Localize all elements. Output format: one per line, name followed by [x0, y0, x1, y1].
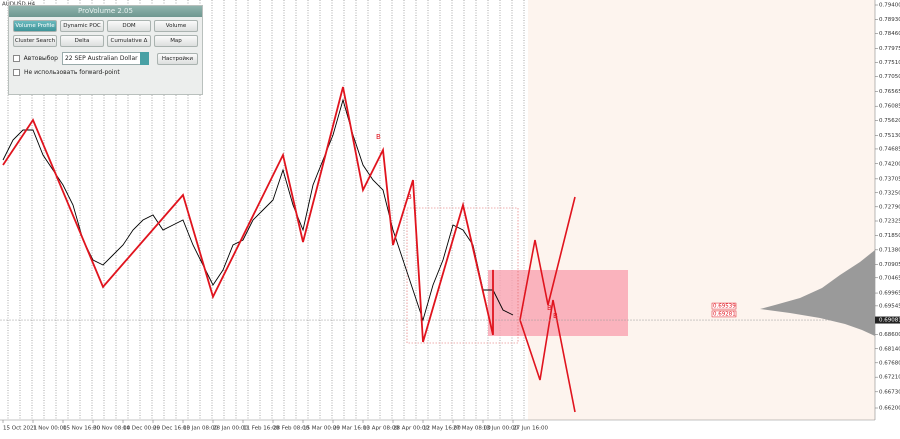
y-tick-label: 0.70465 — [879, 275, 900, 281]
y-tick-label: 0.77975 — [879, 46, 900, 52]
panel-title: ProVolume 2.05 — [9, 6, 202, 17]
price-axis-bg — [875, 0, 900, 435]
y-tick-label: 0.72325 — [879, 219, 900, 225]
y-tick-label: 0.73250 — [879, 190, 900, 196]
button[interactable]: Volume — [154, 20, 198, 32]
projection — [519, 196, 576, 321]
x-tick-label: 30 Nov 08:00 — [93, 426, 131, 432]
instrument-row: Автовыбор 22 SEP Australian Dollar Настр… — [9, 50, 202, 67]
y-tick-label: 0.78460 — [879, 31, 900, 37]
x-tick-label: 15 Oct 2021 — [3, 426, 37, 432]
provolume-panel: ProVolume 2.05 Volume Profile Dynamic PO… — [8, 5, 203, 95]
y-tick-label: 0.69965 — [879, 291, 900, 297]
x-tick-label: 12 May 16:00 — [423, 426, 461, 432]
y-tick-label: 0.67680 — [879, 360, 900, 366]
price-tag-bg — [711, 302, 737, 310]
y-tick-label: 0.74200 — [879, 161, 900, 167]
y-tick-label: 0.66730 — [879, 389, 900, 395]
x-tick-label: 28 Jan 00:00 — [213, 426, 248, 432]
zigzag — [2, 86, 494, 343]
button[interactable]: Cluster Search — [13, 35, 57, 47]
y-tick-label: 0.70905 — [879, 262, 900, 268]
auto-select: Автовыбор — [23, 55, 58, 62]
symbol: AUDUSD,H4 — [2, 2, 36, 8]
no-forward: Не использовать forward-point — [24, 69, 120, 76]
wave-label: B — [553, 312, 558, 320]
button-grid: Volume Profile Dynamic POC DOM Volume Cl… — [9, 17, 202, 50]
y-tick-label: 0.69545 — [879, 303, 900, 309]
y-tick-label: 0.71380 — [879, 247, 900, 253]
x-tick-label: 27 Jun 16:00 — [513, 426, 548, 432]
x-tick-label: 15 Mar 00:00 — [303, 426, 340, 432]
x-tick-label: 28 Feb 08:00 — [273, 426, 310, 432]
wave-label: B — [547, 304, 552, 312]
x-tick-label: 1 Nov 00:00 — [33, 426, 67, 432]
checkbox[interactable] — [13, 69, 20, 76]
x-tick-label: 29 Dec 16:00 — [153, 426, 190, 432]
x-tick-label: 27 May 08:00 — [453, 426, 491, 432]
wave-label: B — [407, 193, 412, 201]
x-tick-label: 11 Feb 16:00 — [243, 426, 280, 432]
wave-label: B — [376, 133, 381, 141]
x-tick-label: 13 Jan 08:00 — [183, 426, 218, 432]
button[interactable]: Delta — [60, 35, 104, 47]
y-tick-label: 0.75620 — [879, 118, 900, 124]
y-tick-label: 0.77510 — [879, 60, 900, 66]
y-tick-label: 0.72790 — [879, 204, 900, 210]
checkbox[interactable] — [13, 55, 20, 62]
instrument-select[interactable]: 22 SEP Australian Dollar — [61, 52, 149, 65]
price-tag: 0.69539 — [713, 304, 736, 310]
button[interactable]: Dynamic POC — [60, 20, 104, 32]
y-tick-label: 0.75130 — [879, 133, 900, 139]
x-tick-label: 29 Mar 16:00 — [333, 426, 370, 432]
current-price: 0.69081 — [879, 318, 900, 324]
y-tick-label: 0.76565 — [879, 89, 900, 95]
button[interactable]: Cumulative Δ — [107, 35, 151, 47]
volume-profile — [760, 250, 875, 336]
y-tick-label: 0.66200 — [879, 406, 900, 412]
y-tick-label: 0.68140 — [879, 346, 900, 352]
button[interactable]: Map — [154, 35, 198, 47]
y-tick-label: 0.71850 — [879, 233, 900, 239]
button[interactable]: Volume Profile — [13, 20, 57, 32]
projection — [519, 299, 576, 413]
price-tag-bg — [711, 310, 737, 318]
x-tick-label: 28 Apr 00:00 — [393, 426, 429, 432]
settings-button[interactable]: Настройки — [156, 52, 198, 65]
y-tick-label: 0.79400 — [879, 3, 900, 9]
y-tick-label: 0.77050 — [879, 74, 900, 80]
x-tick-label: 13 Apr 08:00 — [363, 426, 399, 432]
forward-row: Не использовать forward-point — [9, 67, 202, 78]
y-tick-label: 0.68600 — [879, 332, 900, 338]
y-tick-label: 0.76085 — [879, 104, 900, 110]
x-tick-label: 14 Dec 00:00 — [123, 426, 160, 432]
y-tick-label: 0.73705 — [879, 176, 900, 182]
x-tick-label: 13 Jun 00:00 — [483, 426, 518, 432]
x-tick-label: 15 Nov 16:00 — [63, 426, 101, 432]
button[interactable]: DOM — [107, 20, 151, 32]
y-tick-label: 0.74685 — [879, 146, 900, 152]
future-area — [528, 0, 875, 420]
current-price-bg — [875, 316, 900, 324]
y-tick-label: 0.78930 — [879, 17, 900, 23]
y-tick-label: 0.67210 — [879, 375, 900, 381]
price-line — [2, 98, 514, 322]
price-tag: 0.69281 — [713, 311, 736, 317]
